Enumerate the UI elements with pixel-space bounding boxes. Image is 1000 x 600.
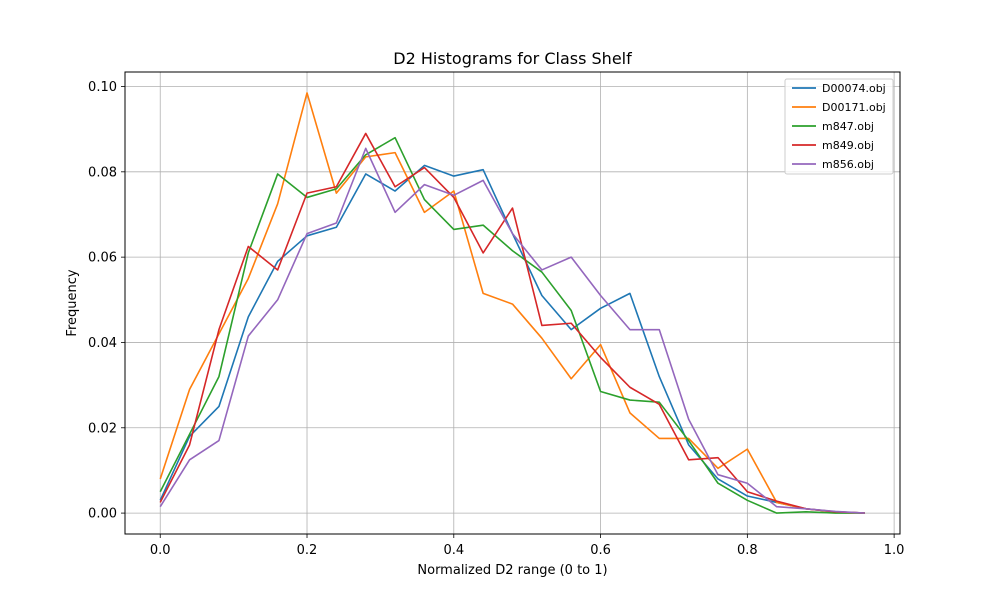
legend-label: m847.obj — [822, 120, 874, 133]
y-tick-label: 0.08 — [88, 165, 117, 180]
x-tick-label: 0.8 — [737, 543, 758, 558]
series-line-m856-obj — [159, 147, 865, 514]
plot-frame — [124, 71, 901, 535]
y-axis-ticks: 0.00 0.02 0.04 0.06 0.08 0.10 — [88, 80, 125, 522]
x-tick-label: 0.6 — [590, 543, 611, 558]
x-tick-label: 0.4 — [443, 543, 464, 558]
chart-title: D2 Histograms for Class Shelf — [393, 49, 632, 68]
y-tick-label: 0.00 — [88, 507, 117, 522]
grid — [125, 72, 900, 534]
x-tick-label: 1.0 — [884, 543, 905, 558]
x-tick-label: 0.2 — [297, 543, 318, 558]
legend-label: D00171.obj — [822, 101, 886, 114]
x-tick-label: 0.0 — [150, 543, 171, 558]
y-axis-label: Frequency — [65, 269, 80, 336]
legend: D00074.obj D00171.obj m847.obj m849.obj m856… — [784, 78, 894, 175]
x-axis-label: Normalized D2 range (0 to 1) — [417, 563, 607, 578]
y-tick-label: 0.02 — [88, 421, 117, 436]
legend-label: D00074.obj — [822, 82, 886, 95]
y-tick-label: 0.10 — [88, 80, 117, 95]
legend-label: m849.obj — [822, 139, 874, 152]
series-line-m849-obj — [159, 132, 865, 514]
y-tick-label: 0.04 — [88, 336, 117, 351]
series-line-m847-obj — [159, 136, 865, 514]
legend-label: m856.obj — [822, 158, 874, 171]
y-tick-label: 0.06 — [88, 251, 117, 266]
legend-box — [784, 78, 894, 175]
series-lines — [159, 92, 865, 514]
series-line-d00171-obj — [159, 92, 865, 514]
x-axis-ticks: 0.0 0.2 0.4 0.6 0.8 1.0 — [150, 534, 905, 558]
